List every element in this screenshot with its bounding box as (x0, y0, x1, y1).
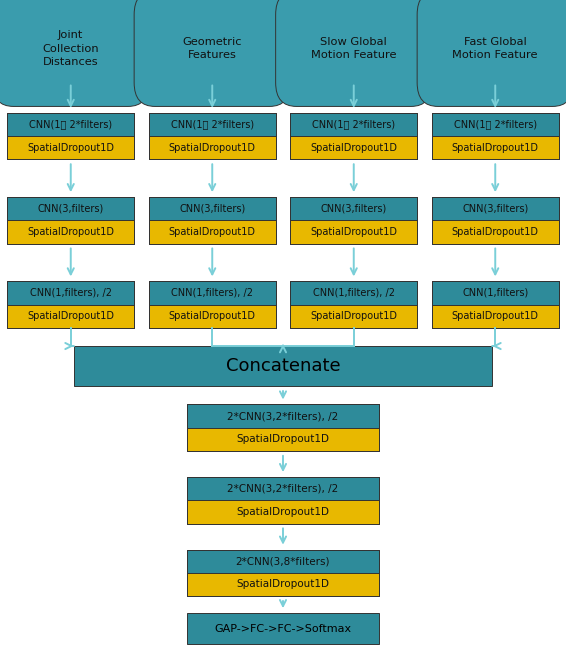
Text: CNN(1,filters), /2: CNN(1,filters), /2 (30, 288, 112, 298)
Text: SpatialDropout1D: SpatialDropout1D (310, 311, 397, 321)
FancyBboxPatch shape (148, 113, 276, 136)
FancyBboxPatch shape (187, 428, 379, 451)
FancyBboxPatch shape (0, 0, 149, 106)
Text: CNN(1， 2*filters): CNN(1， 2*filters) (171, 119, 254, 130)
Text: CNN(1， 2*filters): CNN(1， 2*filters) (454, 119, 537, 130)
Text: CNN(1,filters), /2: CNN(1,filters), /2 (313, 288, 395, 298)
FancyBboxPatch shape (290, 113, 417, 136)
Text: CNN(1,filters): CNN(1,filters) (462, 288, 529, 298)
FancyBboxPatch shape (187, 550, 379, 573)
Text: Concatenate: Concatenate (226, 357, 340, 375)
Text: SpatialDropout1D: SpatialDropout1D (237, 579, 329, 590)
FancyBboxPatch shape (148, 220, 276, 244)
FancyBboxPatch shape (431, 305, 559, 328)
Text: SpatialDropout1D: SpatialDropout1D (452, 227, 539, 237)
Text: SpatialDropout1D: SpatialDropout1D (169, 311, 256, 321)
FancyBboxPatch shape (431, 220, 559, 244)
FancyBboxPatch shape (290, 281, 417, 305)
FancyBboxPatch shape (187, 500, 379, 524)
FancyBboxPatch shape (431, 136, 559, 159)
FancyBboxPatch shape (148, 305, 276, 328)
Text: SpatialDropout1D: SpatialDropout1D (452, 143, 539, 153)
FancyBboxPatch shape (148, 136, 276, 159)
Text: SpatialDropout1D: SpatialDropout1D (169, 227, 256, 237)
Text: CNN(3,filters): CNN(3,filters) (462, 203, 529, 214)
FancyBboxPatch shape (290, 197, 417, 220)
FancyBboxPatch shape (431, 113, 559, 136)
FancyBboxPatch shape (417, 0, 566, 106)
FancyBboxPatch shape (74, 346, 492, 386)
Text: SpatialDropout1D: SpatialDropout1D (237, 507, 329, 517)
Text: 2*CNN(3,2*filters), /2: 2*CNN(3,2*filters), /2 (228, 411, 338, 421)
Text: CNN(1， 2*filters): CNN(1， 2*filters) (312, 119, 395, 130)
FancyBboxPatch shape (276, 0, 432, 106)
Text: SpatialDropout1D: SpatialDropout1D (452, 311, 539, 321)
FancyBboxPatch shape (187, 404, 379, 428)
Text: 2*CNN(3,8*filters): 2*CNN(3,8*filters) (236, 556, 330, 566)
Text: SpatialDropout1D: SpatialDropout1D (237, 434, 329, 445)
FancyBboxPatch shape (134, 0, 290, 106)
Text: GAP->FC->FC->Softmax: GAP->FC->FC->Softmax (215, 623, 351, 634)
FancyBboxPatch shape (7, 113, 134, 136)
FancyBboxPatch shape (7, 220, 134, 244)
FancyBboxPatch shape (7, 305, 134, 328)
Text: Slow Global
Motion Feature: Slow Global Motion Feature (311, 37, 397, 60)
FancyBboxPatch shape (431, 197, 559, 220)
Text: CNN(3,filters): CNN(3,filters) (37, 203, 104, 214)
Text: CNN(1,filters), /2: CNN(1,filters), /2 (171, 288, 253, 298)
Text: SpatialDropout1D: SpatialDropout1D (27, 311, 114, 321)
Text: Fast Global
Motion Feature: Fast Global Motion Feature (452, 37, 538, 60)
FancyBboxPatch shape (148, 281, 276, 305)
FancyBboxPatch shape (7, 281, 134, 305)
FancyBboxPatch shape (7, 136, 134, 159)
Text: Geometric
Features: Geometric Features (182, 37, 242, 60)
Text: CNN(3,filters): CNN(3,filters) (179, 203, 246, 214)
FancyBboxPatch shape (148, 197, 276, 220)
Text: SpatialDropout1D: SpatialDropout1D (27, 227, 114, 237)
Text: SpatialDropout1D: SpatialDropout1D (27, 143, 114, 153)
FancyBboxPatch shape (187, 613, 379, 644)
FancyBboxPatch shape (187, 573, 379, 596)
Text: CNN(1， 2*filters): CNN(1， 2*filters) (29, 119, 112, 130)
FancyBboxPatch shape (290, 136, 417, 159)
Text: CNN(3,filters): CNN(3,filters) (320, 203, 387, 214)
Text: Joint
Collection
Distances: Joint Collection Distances (42, 30, 99, 67)
FancyBboxPatch shape (431, 281, 559, 305)
FancyBboxPatch shape (7, 197, 134, 220)
FancyBboxPatch shape (290, 220, 417, 244)
FancyBboxPatch shape (290, 305, 417, 328)
Text: SpatialDropout1D: SpatialDropout1D (310, 143, 397, 153)
Text: SpatialDropout1D: SpatialDropout1D (169, 143, 256, 153)
Text: 2*CNN(3,2*filters), /2: 2*CNN(3,2*filters), /2 (228, 483, 338, 494)
Text: SpatialDropout1D: SpatialDropout1D (310, 227, 397, 237)
FancyBboxPatch shape (187, 477, 379, 500)
